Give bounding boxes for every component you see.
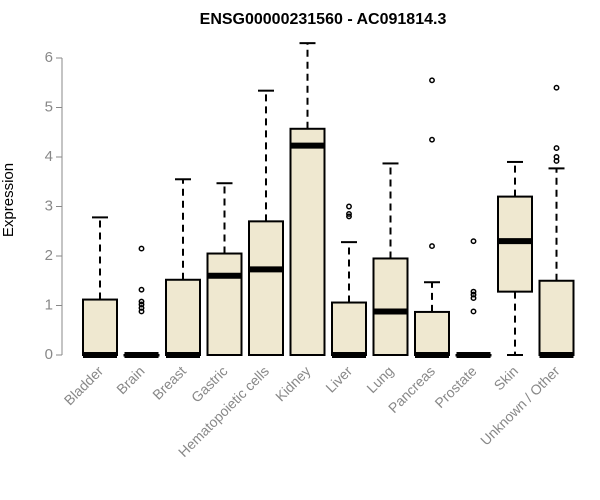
box-body (538, 279, 575, 356)
chart-title: ENSG00000231560 - AC091814.3 (200, 11, 447, 28)
box-kidney (289, 42, 326, 356)
box-body (82, 298, 118, 356)
box-prostate (455, 238, 492, 358)
outlier-point (470, 295, 477, 302)
box-brain (123, 245, 160, 358)
x-tick-label: Breast (149, 363, 189, 403)
box-breast (165, 178, 201, 358)
box-liver (331, 203, 367, 358)
outlier-point (138, 286, 145, 293)
box-lung (372, 162, 409, 357)
box-unknown-other (538, 84, 575, 358)
outlier-point (470, 238, 477, 245)
outlier-point (553, 145, 560, 152)
y-tick-label-4: 4 (45, 148, 53, 165)
outlier-point (553, 154, 560, 160)
outlier-point (346, 203, 352, 210)
outlier-point (138, 298, 145, 305)
outlier-point (470, 288, 477, 295)
box-body (414, 310, 450, 356)
box-body (372, 257, 409, 357)
outlier-point (470, 291, 477, 298)
x-tick-label: Kidney (272, 363, 314, 405)
outlier-point (429, 243, 435, 250)
outlier-point (138, 305, 145, 311)
box-skin (497, 160, 533, 356)
box-body (289, 127, 326, 356)
box-body (165, 278, 201, 357)
outlier-point (138, 301, 145, 308)
box-gastric (206, 182, 243, 356)
x-tick-label: Liver (322, 363, 355, 396)
outlier-point (138, 308, 145, 315)
outlier-point (470, 308, 477, 315)
box-pancreas (414, 77, 450, 358)
y-axis: 0 1 2 3 4 5 6 (45, 49, 63, 363)
outlier-point (346, 210, 352, 217)
y-tick-label-5: 5 (45, 98, 53, 115)
x-tick-label: Skin (491, 363, 522, 394)
outlier-point (429, 77, 435, 84)
x-tick-label: Prostate (431, 363, 479, 411)
y-axis-label: Expression (0, 163, 17, 237)
box-body (206, 252, 243, 356)
outlier-point (346, 213, 352, 220)
x-tick-label: Unknown / Other (477, 363, 563, 449)
box-hematopoietic-cells (248, 89, 284, 356)
y-tick-label-1: 1 (45, 296, 53, 313)
y-tick-label-0: 0 (45, 346, 53, 363)
x-tick-label: Bladder (61, 363, 107, 409)
box-body (248, 220, 284, 356)
box-body (331, 301, 367, 356)
outlier-point (138, 245, 145, 252)
x-tick-label: Lung (363, 363, 396, 396)
x-tick-label: Brain (113, 363, 147, 397)
boxes-group (82, 42, 575, 358)
y-tick-label-2: 2 (45, 247, 53, 264)
outlier-point (429, 136, 435, 143)
y-tick-label-6: 6 (45, 49, 53, 66)
outlier-point (553, 84, 560, 91)
box-bladder (82, 216, 118, 358)
y-tick-label-3: 3 (45, 197, 53, 214)
